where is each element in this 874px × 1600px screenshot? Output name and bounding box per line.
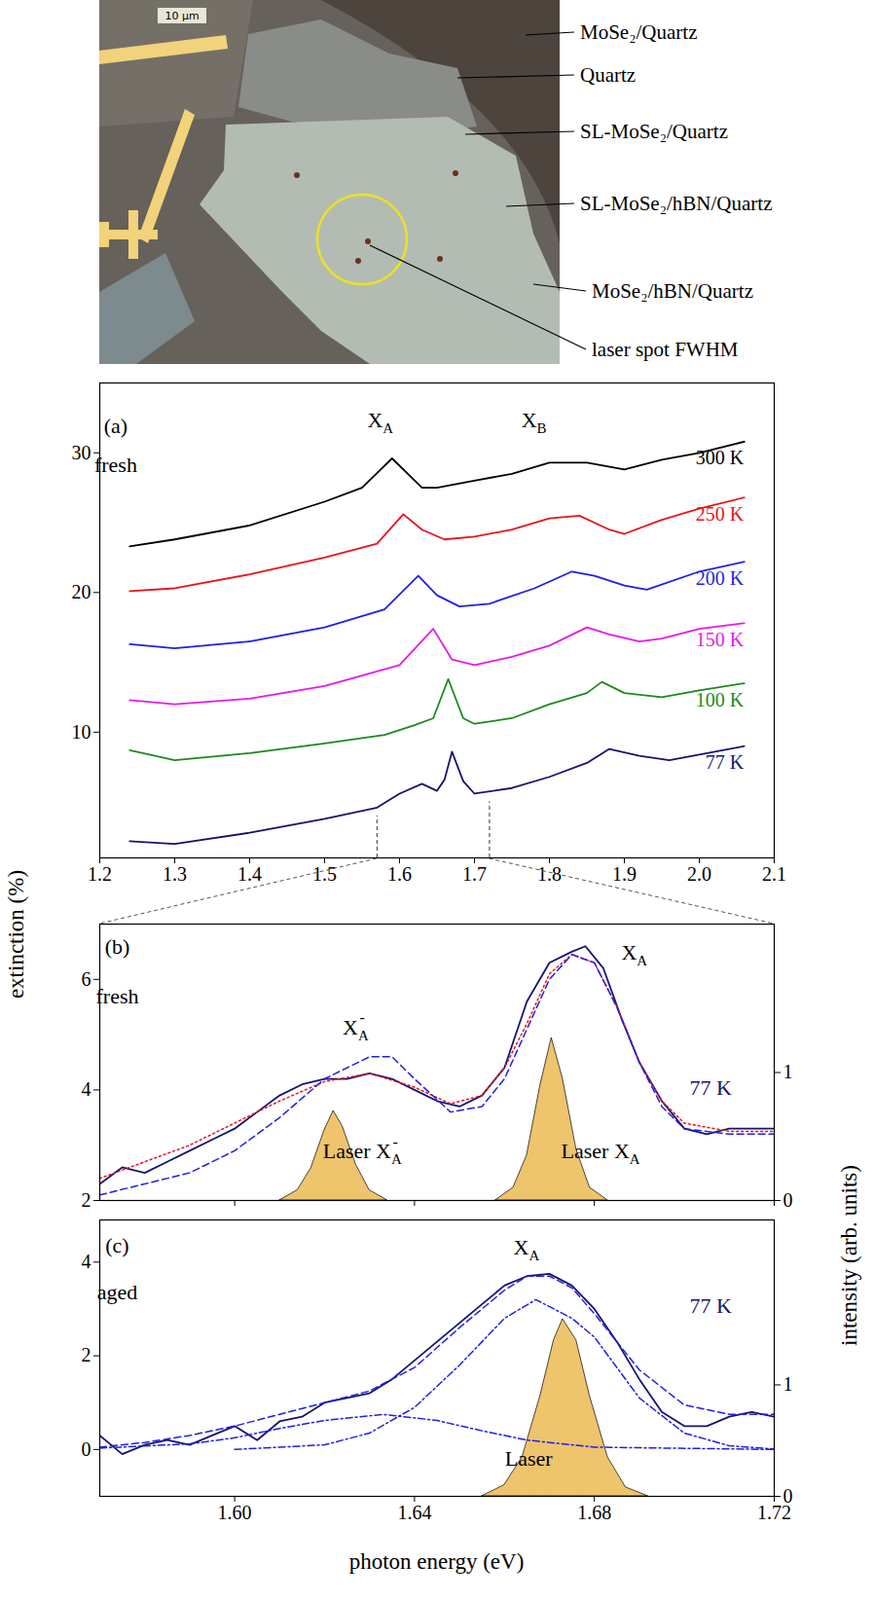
svg-text:fresh: fresh [94,452,138,477]
svg-text:150 K: 150 K [695,628,745,651]
svg-text:1: 1 [783,1373,794,1395]
svg-text:4: 4 [81,1250,92,1273]
svg-text:extinction (%): extinction (%) [3,870,29,999]
svg-text:2: 2 [81,1189,92,1211]
svg-text:0: 0 [783,1189,794,1211]
svg-text:10 µm: 10 µm [164,9,199,23]
svg-text:photon energy (eV): photon energy (eV) [349,1549,525,1574]
svg-text:30: 30 [72,441,92,464]
svg-text:100 K: 100 K [695,689,745,711]
svg-text:1.4: 1.4 [237,863,262,885]
svg-text:intensity (arb. units): intensity (arb. units) [837,1165,862,1347]
svg-text:2.1: 2.1 [762,863,787,885]
svg-text:XA-: XA- [342,1009,369,1043]
svg-text:4: 4 [81,1078,92,1100]
svg-text:77 K: 77 K [690,1293,733,1318]
svg-text:250 K: 250 K [695,503,745,525]
svg-text:Laser: Laser [505,1446,554,1471]
svg-text:1.64: 1.64 [397,1501,432,1524]
svg-text:(a): (a) [104,413,128,438]
svg-text:fresh: fresh [95,983,139,1009]
svg-text:1: 1 [783,1060,794,1083]
svg-text:1.6: 1.6 [387,863,412,885]
svg-text:0: 0 [81,1438,92,1460]
svg-text:2: 2 [81,1344,92,1366]
svg-text:SL-MoSe₂/Quartz: SL-MoSe₂/Quartz [580,119,729,144]
svg-text:1.68: 1.68 [577,1501,612,1524]
svg-text:77 K: 77 K [690,1075,733,1100]
svg-text:Quartz: Quartz [580,63,636,87]
svg-text:10: 10 [72,721,92,743]
svg-text:1.8: 1.8 [537,863,562,885]
svg-text:1.7: 1.7 [462,863,487,885]
svg-text:6: 6 [81,968,92,990]
svg-text:XB: XB [521,407,547,437]
svg-text:XA: XA [513,1235,541,1264]
svg-text:MoSe₂/Quartz: MoSe₂/Quartz [580,20,697,44]
svg-text:Laser XA: Laser XA [561,1138,641,1167]
svg-text:aged: aged [97,1279,139,1305]
svg-text:1.9: 1.9 [612,863,637,885]
svg-text:1.5: 1.5 [312,863,337,885]
svg-text:1.3: 1.3 [162,863,187,885]
svg-text:XA: XA [366,407,394,437]
svg-text:Laser XA-: Laser XA- [323,1133,402,1167]
svg-text:1.60: 1.60 [218,1501,253,1524]
svg-text:MoSe₂/hBN/Quartz: MoSe₂/hBN/Quartz [591,279,754,303]
svg-text:77 K: 77 K [705,751,745,773]
svg-text:(b): (b) [105,934,131,959]
svg-text:XA: XA [620,940,648,969]
svg-text:300 K: 300 K [695,446,745,469]
svg-text:2.0: 2.0 [687,863,712,885]
svg-text:20: 20 [72,581,92,603]
svg-text:1.2: 1.2 [87,863,112,885]
svg-text:(c): (c) [105,1233,129,1258]
svg-text:SL-MoSe₂/hBN/Quartz: SL-MoSe₂/hBN/Quartz [580,191,772,216]
svg-text:1.72: 1.72 [757,1501,792,1524]
svg-text:0: 0 [782,1485,793,1507]
svg-text:laser spot FWHM: laser spot FWHM [591,337,739,362]
svg-text:200 K: 200 K [695,567,745,589]
